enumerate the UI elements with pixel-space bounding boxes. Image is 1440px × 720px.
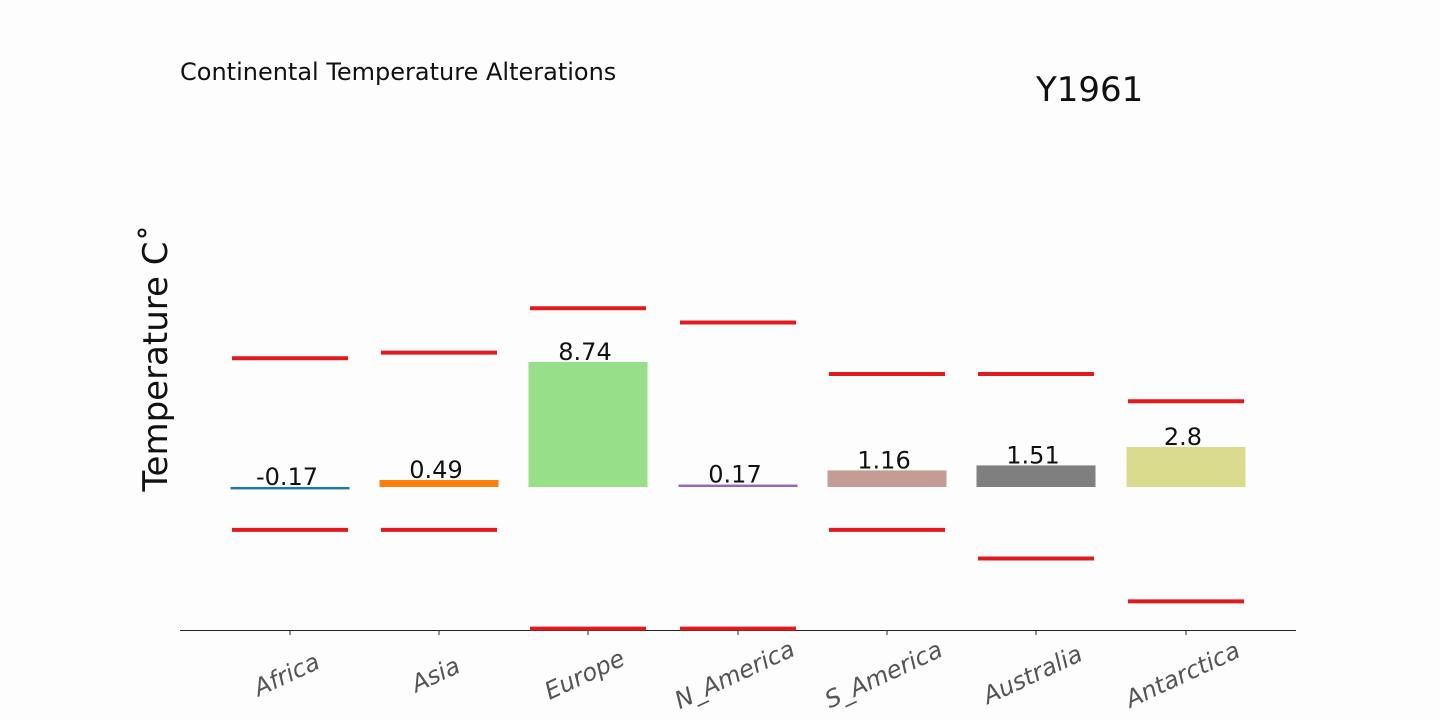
chart-title: Continental Temperature Alterations — [180, 58, 616, 86]
chart-marks: -0.17 Africa 0.49 Asia 8.74 Europe 0.17 N_Ameri… — [230, 306, 1246, 715]
x-tick-label-europe: Europe — [540, 644, 629, 705]
bar-s_america — [827, 470, 947, 487]
bar-asia — [379, 479, 499, 487]
bar-antarctica — [1126, 446, 1246, 487]
x-tick-label-asia: Asia — [405, 651, 464, 698]
value-label-s_america: 1.16 — [857, 446, 910, 474]
y-axis-label: Temperature C˚ — [136, 225, 176, 493]
year-label: Y1961 — [1035, 70, 1143, 110]
bar-africa — [230, 487, 350, 490]
value-label-asia: 0.49 — [409, 456, 462, 484]
value-label-australia: 1.51 — [1006, 441, 1059, 469]
value-label-africa: -0.17 — [256, 463, 318, 491]
x-tick-label-africa: Africa — [247, 647, 323, 703]
x-tick-label-n_america: N_America — [670, 635, 799, 715]
bar-australia — [976, 465, 1096, 487]
x-tick-label-s_america: S_America — [820, 635, 946, 714]
value-label-n_america: 0.17 — [708, 461, 761, 489]
x-tick-label-australia: Australia — [977, 640, 1087, 711]
value-label-europe: 8.74 — [558, 338, 611, 366]
bar-n_america — [678, 484, 798, 487]
x-tick-label-antarctica: Antarctica — [1119, 636, 1244, 714]
value-label-antarctica: 2.8 — [1164, 423, 1202, 451]
bar-europe — [528, 362, 648, 487]
